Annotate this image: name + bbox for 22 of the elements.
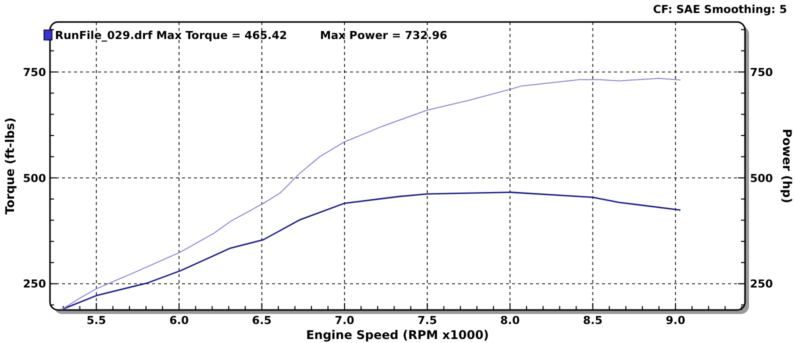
y2-axis-title: Power (hp) — [780, 128, 794, 204]
x-tick-label: 7.0 — [334, 314, 355, 327]
annotation: RunFile_029.drf Max Torque = 465.42 — [55, 29, 288, 42]
x-tick-label: 9.0 — [666, 314, 686, 327]
y2-tick-label: 500 — [750, 172, 774, 185]
line-series — [60, 192, 682, 310]
line-series — [61, 78, 681, 310]
y-tick-label: 250 — [23, 278, 46, 291]
x-tick-label: 6.5 — [252, 314, 272, 327]
x-tick-label: 8.0 — [500, 314, 520, 327]
y-tick-label: 750 — [23, 66, 46, 79]
x-axis-title: Engine Speed (RPM x1000) — [306, 328, 489, 342]
y2-tick-label: 250 — [750, 278, 774, 291]
y-axis-title: Torque (ft-lbs) — [3, 118, 17, 214]
x-tick-label: 5.5 — [86, 314, 106, 327]
x-tick-label: 7.5 — [418, 314, 438, 327]
y2-tick-label: 750 — [750, 66, 774, 79]
text: CF: SAE Smoothing: 5 — [653, 3, 787, 16]
x-tick-label: 8.5 — [583, 314, 603, 327]
x-tick-label: 6.0 — [169, 314, 190, 327]
y-tick-label: 500 — [23, 172, 46, 185]
annotation: Max Power = 732.96 — [320, 29, 448, 42]
